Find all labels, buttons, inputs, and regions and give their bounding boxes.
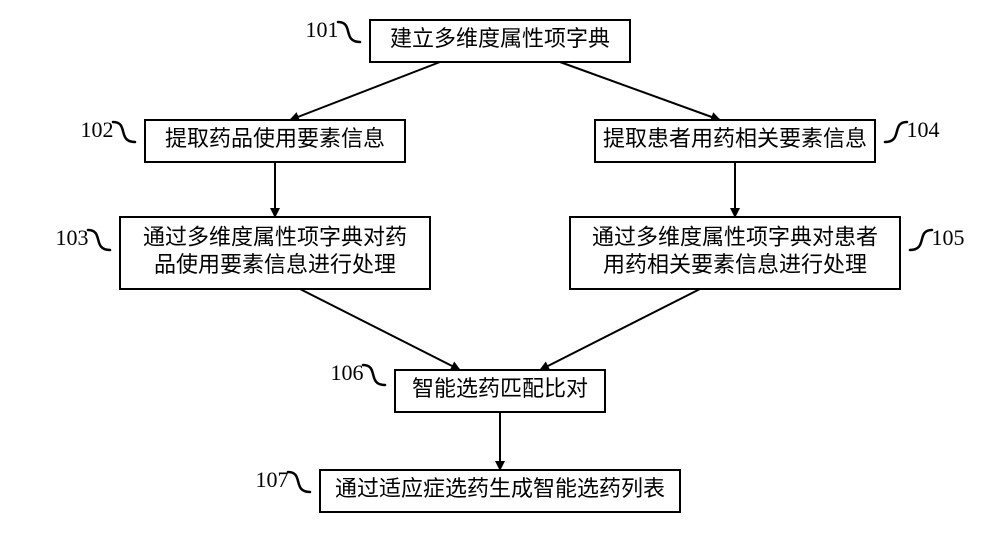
label-squiggle-n107 [288,472,310,492]
label-n103: 103 [56,225,111,250]
label-text-n104: 104 [907,117,940,142]
node-text-n105-line0: 通过多维度属性项字典对患者 [592,224,878,249]
label-squiggle-n105 [910,230,932,250]
label-n102: 102 [81,117,136,142]
label-squiggle-n104 [885,122,907,142]
label-squiggle-n102 [113,122,135,142]
node-text-n104-line0: 提取患者用药相关要素信息 [603,126,867,151]
node-text-n102-line0: 提取药品使用要素信息 [165,126,385,151]
label-n105: 105 [910,225,965,250]
node-n103: 通过多维度属性项字典对药品使用要素信息进行处理 [120,217,430,289]
label-squiggle-n106 [363,365,385,385]
label-text-n102: 102 [81,117,114,142]
label-squiggle-n101 [338,22,360,42]
label-text-n107: 107 [256,467,289,492]
edge-4 [300,289,460,370]
label-squiggle-n103 [88,230,110,250]
label-n104: 104 [885,117,940,142]
edge-5 [540,289,700,370]
label-n101: 101 [306,17,361,42]
edge-0 [290,62,440,120]
node-n107: 通过适应症选药生成智能选药列表 [320,470,680,512]
nodes-layer: 建立多维度属性项字典提取药品使用要素信息提取患者用药相关要素信息通过多维度属性项… [120,20,900,512]
edge-1 [560,62,720,120]
label-text-n101: 101 [306,17,339,42]
node-n106: 智能选药匹配比对 [395,370,605,412]
node-n105: 通过多维度属性项字典对患者用药相关要素信息进行处理 [570,217,900,289]
node-text-n105-line1: 用药相关要素信息进行处理 [603,252,867,277]
node-text-n103-line1: 品使用要素信息进行处理 [154,252,396,277]
label-text-n105: 105 [932,225,965,250]
label-n106: 106 [331,360,386,385]
label-text-n103: 103 [56,225,89,250]
node-n102: 提取药品使用要素信息 [145,120,405,162]
label-text-n106: 106 [331,360,364,385]
node-text-n106-line0: 智能选药匹配比对 [412,376,588,401]
node-text-n101-line0: 建立多维度属性项字典 [390,26,610,51]
node-n101: 建立多维度属性项字典 [370,20,630,62]
label-n107: 107 [256,467,311,492]
node-text-n107-line0: 通过适应症选药生成智能选药列表 [335,476,665,501]
node-n104: 提取患者用药相关要素信息 [595,120,875,162]
node-text-n103-line0: 通过多维度属性项字典对药 [143,224,407,249]
